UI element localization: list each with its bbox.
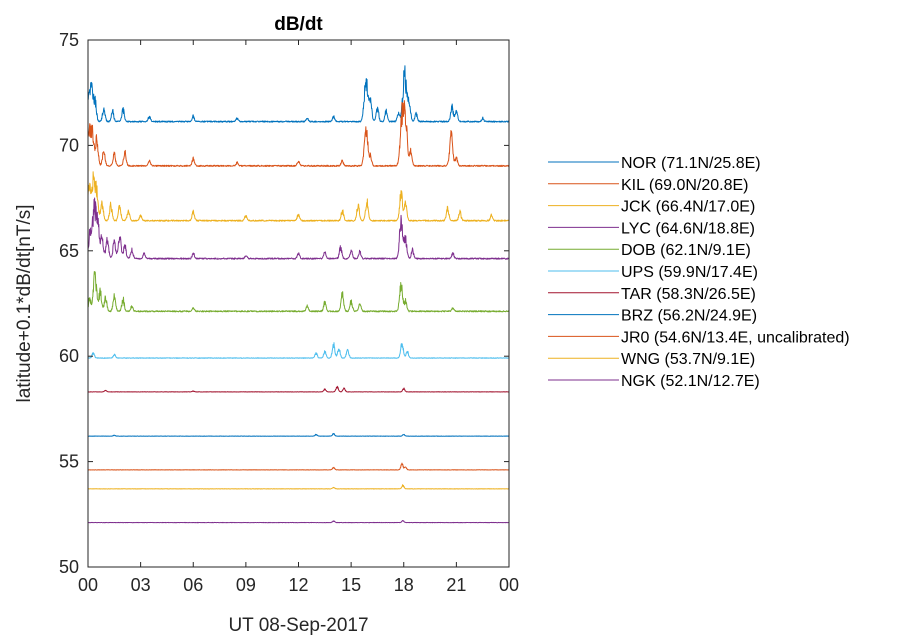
series-line-4: [87, 270, 510, 313]
x-axis-label: UT 08-Sep-2017: [228, 615, 368, 636]
series-line-2: [87, 171, 510, 222]
x-tick-label: 21: [446, 575, 466, 595]
plot-lines: [87, 65, 510, 524]
legend-entry: NOR (71.1N/25.8E): [621, 155, 761, 172]
series-line-8: [87, 462, 510, 471]
x-tick-label: 18: [394, 575, 414, 595]
series-line-3: [87, 197, 510, 260]
legend-entry: BRZ (56.2N/24.9E): [621, 308, 757, 325]
y-tick-label: 65: [59, 241, 79, 261]
series-line-9: [87, 484, 510, 490]
series-line-7: [87, 433, 510, 437]
series-line-0: [87, 65, 510, 123]
legend-entry: WNG (53.7N/9.1E): [621, 351, 755, 368]
series-line-10: [87, 519, 510, 524]
y-tick-label: 55: [59, 452, 79, 472]
legend: NOR (71.1N/25.8E) KIL (69.0N/20.8E) JCK (6…: [548, 155, 850, 390]
x-tick-label: 09: [236, 575, 256, 595]
x-tick-label: 03: [131, 575, 151, 595]
legend-entry: TAR (58.3N/26.5E): [621, 286, 756, 303]
series-line-5: [87, 342, 510, 359]
y-axis-label: latitude+0.1*dB/dt[nT/s]: [14, 204, 35, 402]
y-tick-label: 50: [59, 557, 79, 577]
y-tick-label: 60: [59, 346, 79, 366]
x-tick-label: 00: [499, 575, 519, 595]
y-tick-label: 75: [59, 30, 79, 50]
chart-title: dB/dt: [274, 14, 323, 35]
legend-entry: JCK (66.4N/17.0E): [621, 199, 755, 216]
legend-entry: LYC (64.6N/18.8E): [621, 220, 755, 237]
legend-entry: KIL (69.0N/20.8E): [621, 177, 748, 194]
series-line-6: [87, 385, 510, 393]
legend-entry: JR0 (54.6N/13.4E, uncalibrated): [621, 329, 850, 346]
legend-entry: NGK (52.1N/12.7E): [621, 373, 760, 390]
x-tick-label: 00: [78, 575, 98, 595]
x-tick-label: 15: [341, 575, 361, 595]
x-tick-label: 12: [288, 575, 308, 595]
series-line-1: [87, 100, 510, 167]
legend-entry: DOB (62.1N/9.1E): [621, 242, 751, 259]
y-tick-label: 70: [59, 135, 79, 155]
x-tick-label: 06: [183, 575, 203, 595]
legend-entry: UPS (59.9N/17.4E): [621, 264, 758, 281]
